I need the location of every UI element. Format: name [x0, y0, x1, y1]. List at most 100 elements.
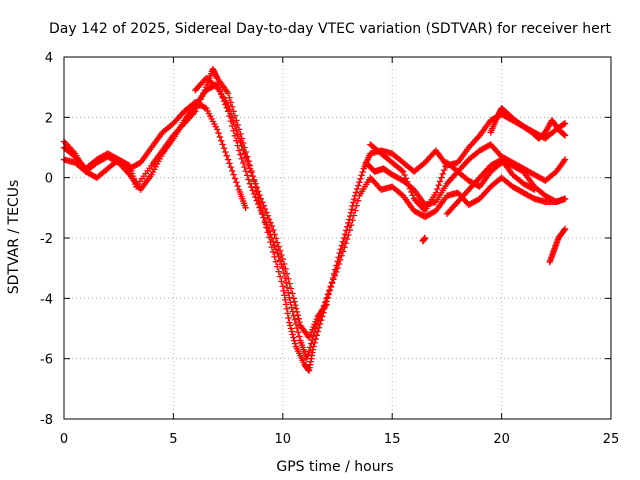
data-point — [281, 274, 289, 282]
data-point — [229, 114, 236, 121]
data-point — [335, 260, 343, 268]
data-point — [216, 133, 224, 141]
x-tick-label: 20 — [493, 432, 510, 447]
data-point — [244, 172, 251, 179]
data-point — [275, 243, 282, 250]
data-point — [259, 198, 266, 206]
data-point — [285, 275, 292, 282]
data-point — [436, 178, 444, 185]
data-point — [283, 270, 291, 278]
y-tick-label: -4 — [40, 292, 53, 307]
data-point — [340, 234, 348, 242]
data-point — [341, 231, 349, 238]
data-point — [342, 240, 349, 247]
data-point — [275, 268, 282, 275]
data-point — [290, 334, 297, 341]
data-point — [241, 163, 248, 171]
data-point — [358, 172, 365, 179]
data-point — [233, 178, 240, 186]
data-point — [561, 156, 569, 163]
data-point — [239, 159, 247, 167]
data-point — [399, 168, 407, 175]
data-point — [279, 283, 286, 290]
data-point — [282, 301, 290, 308]
data-point — [224, 90, 232, 97]
data-point — [219, 141, 226, 148]
data-point — [249, 187, 256, 194]
data-point — [252, 194, 259, 201]
data-point — [354, 197, 362, 204]
gridlines — [64, 57, 611, 419]
data-point — [274, 263, 281, 270]
data-point — [257, 195, 265, 202]
data-point — [291, 298, 298, 305]
data-point — [248, 169, 255, 176]
data-point — [309, 336, 316, 344]
data-point — [350, 212, 358, 219]
data-point — [276, 273, 284, 280]
data-point — [265, 228, 273, 235]
data-point — [223, 152, 230, 159]
data-point — [259, 211, 266, 218]
data-point — [331, 272, 338, 279]
data-point — [324, 291, 332, 298]
y-tick-label: 0 — [45, 172, 53, 187]
data-point — [213, 126, 221, 133]
data-point — [226, 160, 233, 167]
data-point — [286, 280, 293, 287]
data-point — [201, 104, 209, 111]
data-point — [256, 204, 263, 211]
data-point — [241, 150, 248, 157]
data-point — [263, 221, 270, 228]
data-point — [278, 251, 285, 259]
data-point — [242, 168, 250, 175]
data-point — [246, 180, 254, 187]
y-tick-label: 4 — [45, 51, 53, 66]
data-point — [263, 209, 270, 216]
data-point — [256, 191, 263, 199]
data-point — [281, 292, 288, 299]
data-point — [212, 82, 219, 90]
data-point — [224, 102, 232, 109]
data-point — [286, 322, 294, 329]
data-point — [282, 279, 290, 287]
data-point — [231, 175, 239, 182]
data-point — [560, 120, 568, 128]
data-point — [234, 131, 241, 138]
data-point — [346, 212, 354, 220]
data-point — [286, 294, 293, 301]
data-point — [439, 170, 446, 178]
data-point — [252, 180, 259, 187]
data-point — [272, 258, 280, 265]
data-point — [239, 146, 247, 153]
data-point — [293, 305, 300, 312]
y-tick-label: -2 — [40, 232, 53, 247]
data-point — [267, 219, 274, 226]
data-point — [561, 225, 569, 233]
data-point — [248, 183, 255, 191]
data-point — [561, 195, 569, 202]
data-point — [292, 320, 300, 328]
data-point — [348, 206, 355, 213]
data-point — [323, 295, 330, 302]
data-point — [280, 269, 288, 277]
data-point — [287, 299, 294, 306]
data-point — [222, 148, 229, 156]
data-point — [238, 142, 245, 150]
data-point — [290, 295, 297, 302]
x-tick-label: 25 — [603, 432, 620, 447]
series-track-h — [443, 156, 538, 218]
data-point — [246, 165, 254, 172]
series-track-c — [60, 99, 249, 212]
data-point — [289, 331, 296, 338]
data-point — [303, 355, 311, 362]
x-tick-label: 10 — [275, 432, 292, 447]
data-point — [341, 244, 348, 251]
data-point — [292, 301, 299, 309]
data-point — [294, 329, 302, 336]
series-track-f — [367, 141, 569, 215]
data-point — [353, 202, 360, 209]
data-point — [220, 145, 228, 152]
data-point — [286, 319, 293, 326]
